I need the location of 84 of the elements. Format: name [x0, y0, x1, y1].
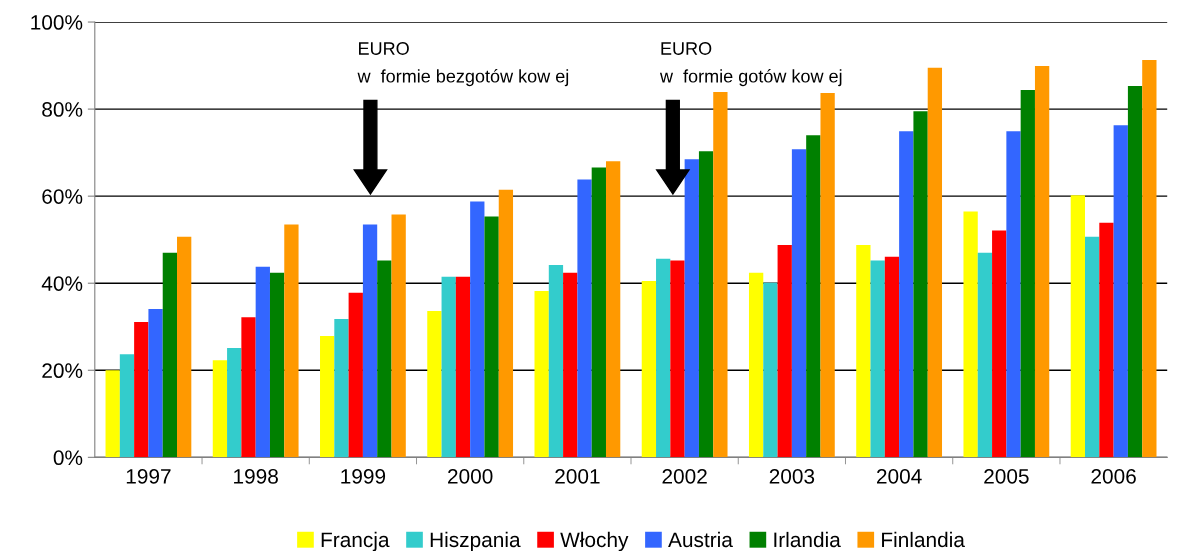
bar — [241, 317, 256, 458]
legend-label: Irlandia — [774, 531, 841, 548]
legend-label: Hiszpania — [430, 531, 521, 551]
bar — [806, 135, 821, 458]
bar — [441, 276, 456, 458]
bar — [1034, 66, 1050, 458]
bar — [1085, 236, 1100, 458]
bar — [656, 258, 671, 458]
bar — [1006, 131, 1021, 458]
bar — [227, 348, 242, 458]
bar — [391, 214, 406, 458]
bar — [684, 159, 699, 458]
bar — [777, 244, 792, 458]
bar — [1070, 195, 1086, 458]
annotation: EURO w formie gotów kow ej — [659, 42, 842, 87]
bar — [698, 151, 714, 458]
bar — [763, 282, 778, 458]
bar — [913, 111, 928, 458]
bar — [177, 236, 192, 458]
bar — [670, 260, 685, 458]
bar — [977, 252, 993, 458]
bar — [791, 149, 807, 458]
x-tick-label: 2001 — [555, 468, 600, 484]
bar — [748, 272, 764, 458]
bar — [1142, 59, 1157, 458]
bar — [362, 224, 378, 458]
bar — [119, 354, 135, 458]
bar — [963, 211, 978, 458]
y-tick-label: 20% — [42, 363, 83, 379]
bar — [284, 224, 299, 458]
bar — [899, 131, 914, 458]
x-tick-label: 2005 — [984, 468, 1029, 484]
x-tick-label: 2006 — [1091, 468, 1136, 484]
bar — [1113, 125, 1128, 458]
bar — [1020, 89, 1035, 458]
bar — [269, 272, 285, 458]
bar — [484, 216, 499, 458]
x-tick-label: 1997 — [126, 468, 171, 484]
x-tick-label: 2000 — [448, 468, 493, 484]
bar — [212, 360, 228, 458]
bar — [320, 335, 335, 458]
bar — [884, 256, 900, 458]
bar — [856, 244, 871, 458]
bar — [498, 189, 514, 458]
legend-label: Austria — [668, 531, 733, 548]
bar — [992, 230, 1007, 458]
legend-label: Finlandia — [882, 531, 965, 548]
bar — [534, 291, 549, 458]
bar — [134, 321, 149, 458]
bar — [162, 252, 178, 458]
legend-label: Włochy — [560, 531, 629, 551]
bar — [377, 260, 392, 458]
y-tick-label: 40% — [41, 276, 83, 291]
bar — [1127, 86, 1143, 458]
y-tick-label: 100% — [31, 15, 83, 30]
bar — [470, 201, 485, 458]
bar — [255, 266, 270, 458]
bar — [577, 179, 592, 458]
annotation: EURO w formie bezgotów kow ej — [357, 42, 569, 87]
bar — [548, 264, 564, 458]
bar — [591, 167, 606, 458]
bar — [641, 281, 657, 458]
x-tick-label: 2004 — [877, 468, 922, 484]
bar — [820, 92, 835, 458]
bar — [713, 92, 728, 458]
bar — [427, 311, 442, 458]
bar — [563, 272, 578, 458]
x-tick-label: 2002 — [662, 468, 707, 484]
bar — [1099, 222, 1114, 458]
y-tick-label: 80% — [42, 102, 83, 117]
bar — [455, 276, 471, 458]
bar — [148, 308, 163, 458]
bar — [348, 292, 363, 458]
bar — [870, 260, 885, 458]
legend-label: Francja — [321, 531, 390, 551]
x-tick-label: 1999 — [341, 468, 386, 484]
y-tick-label: 0% — [53, 450, 83, 466]
x-tick-label: 1998 — [234, 468, 278, 484]
bar — [605, 161, 621, 458]
bar — [927, 67, 943, 458]
x-tick-label: 2003 — [769, 468, 815, 484]
bar — [334, 318, 349, 458]
y-tick-label: 60% — [42, 189, 83, 204]
bar — [105, 370, 120, 458]
